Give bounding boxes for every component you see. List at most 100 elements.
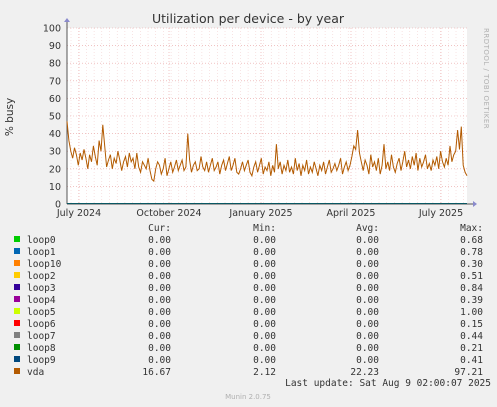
legend-swatch-loop3 [14, 284, 20, 290]
legend-value: 97.21 [454, 367, 483, 378]
legend-name: loop7 [27, 331, 56, 342]
legend-value: 0.78 [460, 247, 483, 258]
legend-column-header: Cur: [148, 223, 171, 234]
legend-swatch-loop1 [14, 248, 20, 254]
legend-value: 0.00 [356, 235, 379, 246]
legend-swatch-loop8 [14, 344, 20, 350]
legend-value: 0.00 [253, 259, 276, 270]
legend-swatch-loop4 [14, 296, 20, 302]
legend-value: 0.00 [253, 307, 276, 318]
y-axis-arrow [64, 18, 70, 22]
legend-value: 0.00 [148, 343, 171, 354]
legend-value: 0.00 [148, 295, 171, 306]
y-tick-label: 40 [49, 129, 61, 140]
legend-column-header: Min: [253, 223, 276, 234]
legend-value: 0.00 [253, 331, 276, 342]
legend-column-header: Avg: [356, 223, 379, 234]
y-tick-label: 30 [49, 147, 61, 158]
legend-value: 0.00 [148, 331, 171, 342]
legend-value: 0.00 [356, 307, 379, 318]
legend-value: 0.00 [356, 271, 379, 282]
legend-swatch-loop7 [14, 332, 20, 338]
legend-column-header: Max: [460, 223, 483, 234]
y-tick-label: 60 [49, 94, 61, 105]
y-tick-label: 80 [49, 59, 61, 70]
rrdtool-watermark: RRDTOOL / TOBI OETIKER [482, 28, 490, 129]
legend-swatch-loop10 [14, 260, 20, 266]
legend-value: 0.15 [460, 319, 483, 330]
series-line-vda [66, 121, 468, 183]
x-tick-label: April 2025 [327, 208, 376, 219]
legend-value: 0.39 [460, 295, 483, 306]
legend-swatch-loop5 [14, 308, 20, 314]
grid [67, 27, 467, 205]
series-lines [66, 121, 468, 204]
legend-value: 0.00 [253, 235, 276, 246]
legend-value: 0.00 [253, 295, 276, 306]
legend-swatch-loop6 [14, 320, 20, 326]
legend-name: loop6 [27, 319, 56, 330]
x-tick-label: July 2025 [418, 208, 463, 219]
legend-value: 0.00 [253, 247, 276, 258]
legend-value: 0.30 [460, 259, 483, 270]
legend-value: 0.00 [356, 355, 379, 366]
legend-value: 0.51 [460, 271, 483, 282]
legend-value: 0.41 [460, 355, 483, 366]
legend-value: 0.00 [148, 247, 171, 258]
legend-name: loop9 [27, 355, 56, 366]
y-tick-label: 0 [55, 200, 61, 211]
legend-name: loop1 [27, 247, 56, 258]
last-update: Last update: Sat Aug 9 02:00:07 2025 [285, 378, 491, 389]
legend-value: 0.00 [148, 307, 171, 318]
legend-value: 0.00 [356, 259, 379, 270]
y-tick-label: 50 [49, 112, 61, 123]
legend-swatch-vda [14, 368, 20, 374]
legend-value: 0.00 [356, 295, 379, 306]
y-tick-label: 70 [49, 76, 61, 87]
legend-value: 0.00 [253, 343, 276, 354]
legend-swatch-loop2 [14, 272, 20, 278]
legend-name: loop4 [27, 295, 56, 306]
legend-name: loop0 [27, 235, 56, 246]
legend-value: 0.00 [356, 331, 379, 342]
x-tick-label: July 2024 [56, 208, 101, 219]
legend-value: 2.12 [253, 367, 276, 378]
y-tick-label: 100 [43, 24, 61, 35]
legend-value: 0.00 [356, 343, 379, 354]
legend-swatch-loop0 [14, 236, 20, 242]
legend-value: 0.00 [356, 319, 379, 330]
y-axis-label: % busy [4, 98, 16, 136]
legend-swatch-loop9 [14, 356, 20, 362]
legend-value: 0.21 [460, 343, 483, 354]
legend-value: 0.00 [148, 283, 171, 294]
chart-title: Utilization per device - by year [152, 11, 345, 26]
legend-value: 0.00 [253, 355, 276, 366]
y-tick-label: 10 [49, 182, 61, 193]
legend-name: loop8 [27, 343, 56, 354]
legend-value: 0.00 [253, 271, 276, 282]
legend-value: 0.00 [356, 247, 379, 258]
y-tick-label: 20 [49, 164, 61, 175]
legend-value: 0.00 [148, 235, 171, 246]
legend-value: 0.44 [460, 331, 483, 342]
legend-value: 0.00 [253, 283, 276, 294]
legend-name: vda [27, 367, 44, 378]
axes: 0 10 20 30 40 50 60 70 80 90 100 July 2024 October 2… [43, 18, 477, 219]
x-axis-arrow [473, 201, 477, 207]
legend: Cur: Min: Avg: Max:loop0 0.00 0.00 0.00 0.68loo… [14, 223, 483, 378]
legend-name: loop5 [27, 307, 56, 318]
legend-value: 0.00 [253, 319, 276, 330]
x-tick-label: January 2025 [228, 208, 292, 219]
legend-value: 0.00 [148, 259, 171, 270]
legend-value: 22.23 [350, 367, 379, 378]
legend-name: loop10 [27, 259, 62, 270]
legend-name: loop3 [27, 283, 56, 294]
legend-value: 0.00 [356, 283, 379, 294]
legend-value: 0.84 [460, 283, 483, 294]
legend-value: 0.68 [460, 235, 483, 246]
x-tick-label: October 2024 [136, 208, 201, 219]
y-tick-label: 90 [49, 41, 61, 52]
legend-value: 0.00 [148, 355, 171, 366]
legend-value: 16.67 [142, 367, 171, 378]
